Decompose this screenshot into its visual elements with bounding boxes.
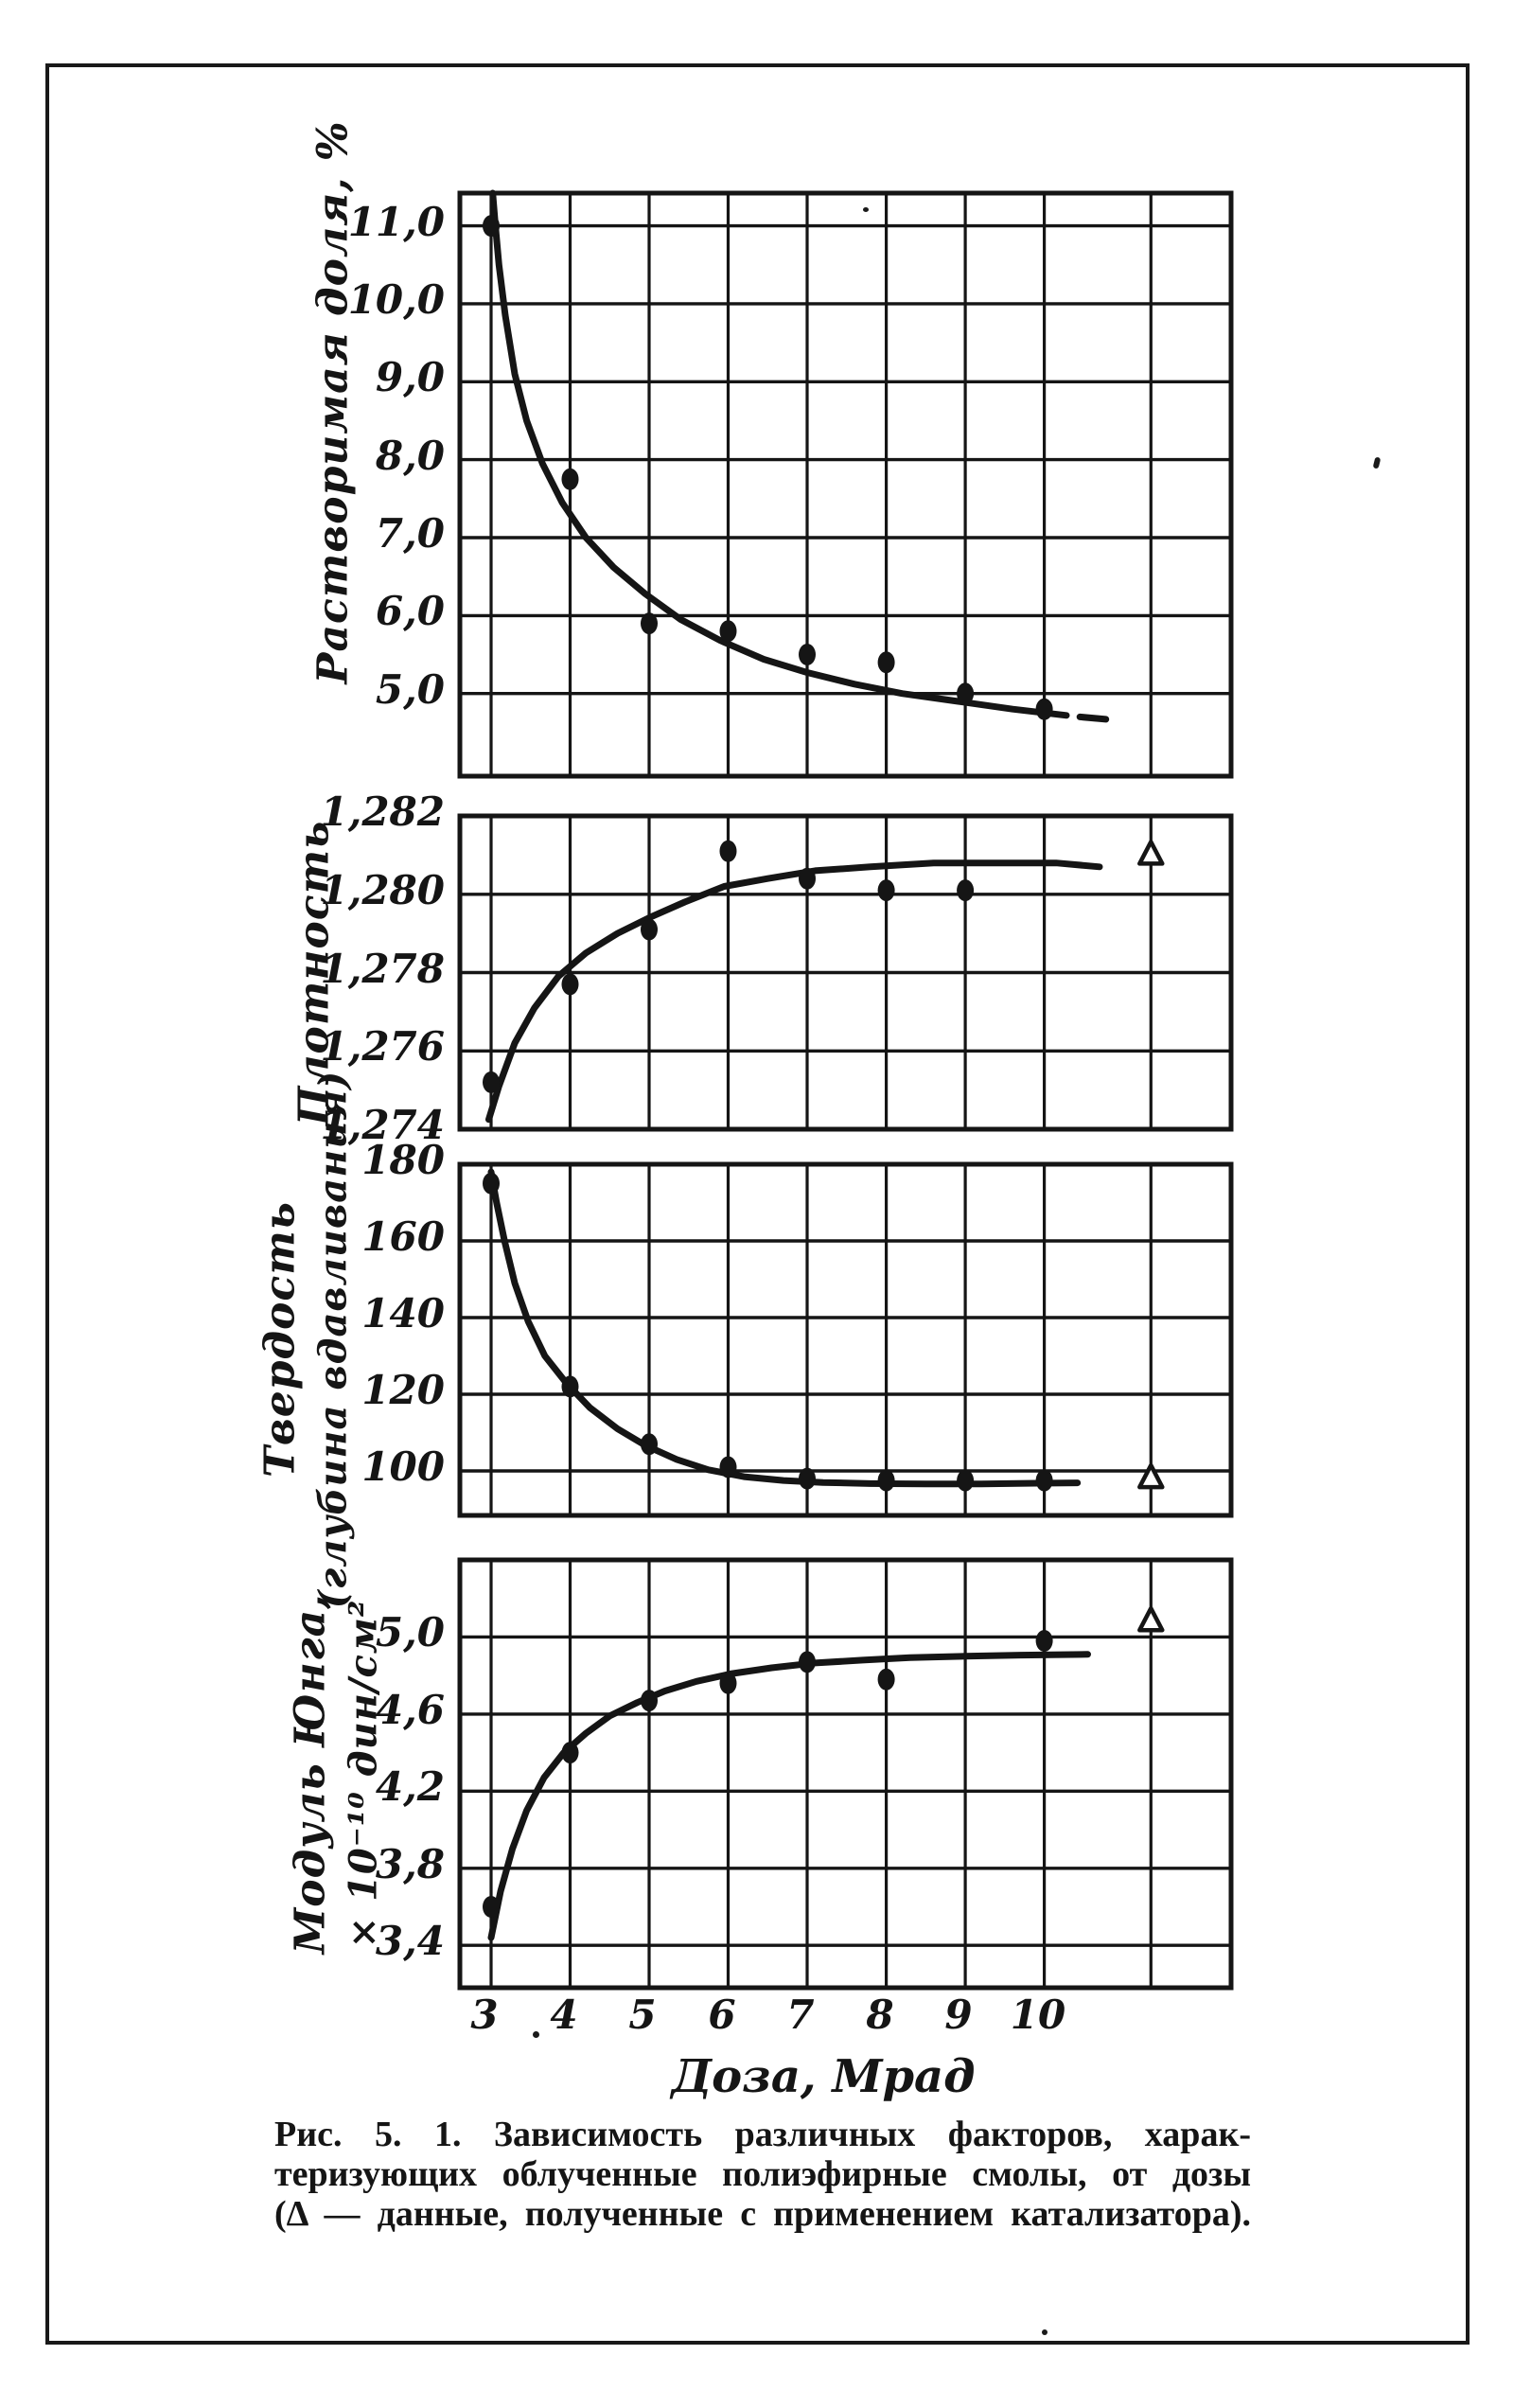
- y-tick-label: 120: [361, 1367, 445, 1413]
- y-tick-label: 5,0: [375, 1609, 445, 1656]
- x-tick-label: 3: [470, 1992, 499, 2038]
- x-tick-label: 9: [944, 1992, 973, 2038]
- data-point: [561, 1742, 579, 1764]
- data-point: [641, 918, 658, 941]
- caption-line-1: Рис. 5. 1. Зависимость различных факторо…: [274, 2115, 1251, 2154]
- data-point: [799, 867, 816, 890]
- y-tick-label: 6,0: [375, 588, 445, 634]
- y-tick-label: 7,0: [375, 510, 445, 557]
- data-point: [561, 1375, 579, 1398]
- y-tick-label: 11,0: [347, 199, 445, 245]
- y-tick-label: 3,4: [375, 1918, 445, 1964]
- x-tick-label: 8: [866, 1992, 894, 2038]
- data-point: [877, 879, 895, 902]
- data-point: [483, 1071, 500, 1093]
- catalyst-triangle-marker: [1137, 840, 1165, 866]
- data-point: [483, 1896, 500, 1918]
- caption-line-2: теризующих облученные полиэфирные смолы,…: [274, 2154, 1251, 2194]
- y-tick-label: 160: [361, 1213, 445, 1260]
- y-tick-label: 1,282: [320, 788, 445, 835]
- data-point: [957, 682, 975, 705]
- data-point: [1035, 1630, 1053, 1652]
- data-point: [877, 1469, 895, 1492]
- x-tick-label: 5: [628, 1992, 657, 2038]
- data-point: [561, 468, 579, 490]
- y-tick-label: 180: [361, 1137, 445, 1183]
- data-point: [641, 1433, 658, 1456]
- data-point: [957, 879, 975, 902]
- data-point: [799, 1651, 816, 1673]
- data-point: [719, 620, 737, 643]
- y-tick-label: 1,276: [320, 1023, 445, 1070]
- x-tick-label: 10: [1010, 1992, 1066, 2038]
- y-tick-label: 1,274: [320, 1102, 445, 1148]
- data-point: [483, 215, 500, 238]
- scan-speck: [863, 207, 869, 212]
- figure-caption: Рис. 5. 1. Зависимость различных факторо…: [274, 2115, 1251, 2234]
- x-tick-label: 7: [786, 1992, 815, 2038]
- caption-line-3: (Δ — данные, полученные с применением ка…: [274, 2194, 1251, 2234]
- y-tick-label: 4,6: [375, 1687, 445, 1733]
- data-point: [799, 1467, 816, 1490]
- y-tick-label: 1,278: [320, 946, 445, 992]
- y-tick-label: 5,0: [375, 666, 445, 713]
- y-tick-label: 1,280: [320, 867, 445, 913]
- data-point: [719, 1672, 737, 1694]
- data-point: [719, 840, 737, 862]
- y-tick-label: 10,0: [347, 276, 445, 323]
- x-tick-label: 6: [708, 1992, 736, 2038]
- page-border-frame: [45, 63, 1470, 2345]
- data-point: [641, 612, 658, 635]
- data-point: [877, 1668, 895, 1691]
- x-tick-label: 4: [550, 1992, 578, 2038]
- data-point: [957, 1469, 975, 1492]
- data-point: [877, 651, 895, 674]
- y-tick-label: 140: [361, 1290, 445, 1337]
- y-tick-label: 100: [361, 1443, 445, 1490]
- y-tick-label: 8,0: [375, 433, 445, 479]
- y-tick-label: 3,8: [375, 1841, 445, 1887]
- data-point: [561, 973, 579, 996]
- y-tick-label: 9,0: [375, 354, 445, 400]
- data-point: [483, 1172, 500, 1195]
- data-point: [641, 1690, 658, 1712]
- data-point: [799, 644, 816, 665]
- catalyst-triangle-marker: [1137, 1605, 1165, 1633]
- data-point: [719, 1456, 737, 1478]
- data-point: [1035, 698, 1053, 720]
- scan-speck: [1042, 2329, 1047, 2335]
- y-tick-label: 4,2: [375, 1763, 445, 1810]
- x-axis-title: Доза, Мрад: [671, 2050, 976, 2103]
- catalyst-triangle-marker: [1137, 1462, 1165, 1490]
- data-point: [1035, 1469, 1053, 1492]
- scan-speck: [533, 2031, 539, 2038]
